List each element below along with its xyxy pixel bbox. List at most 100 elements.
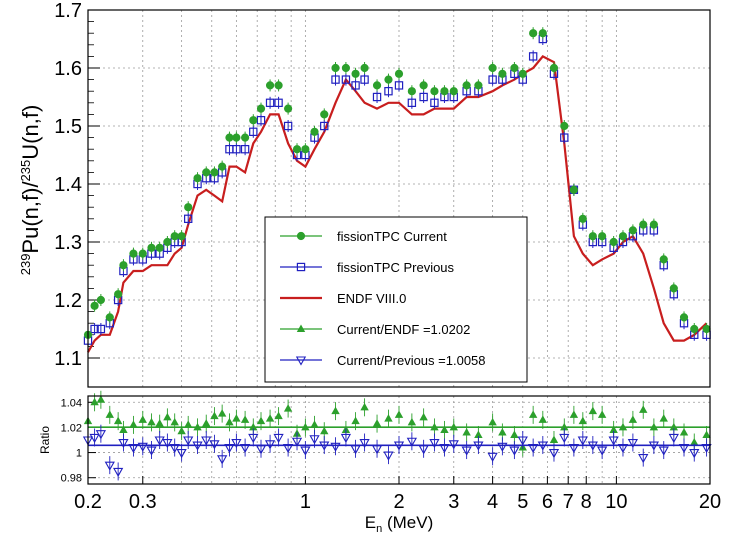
ratio-current-previous-point — [264, 440, 276, 450]
ratio-current-endf-point — [147, 417, 156, 426]
ratio-current-previous-point — [273, 433, 284, 444]
current-point — [598, 232, 607, 241]
ratio-current-endf-point — [628, 415, 638, 423]
ratio-y-tick-label: 1 — [76, 448, 82, 460]
ratio-current-endf-point — [155, 419, 164, 427]
ratio-current-endf-point — [138, 415, 147, 423]
ratio-current-previous-point — [587, 441, 598, 451]
ratio-current-endf-point — [679, 427, 689, 436]
legend-label: fissionTPC Previous — [337, 260, 455, 275]
current-point — [488, 63, 497, 73]
ratio-y-tick-label: 1.04 — [61, 397, 82, 409]
previous-point — [331, 75, 340, 84]
x-tick-label: 1 — [300, 491, 311, 513]
current-point — [360, 63, 369, 73]
ratio-current-endf-point — [474, 430, 483, 438]
current-point — [163, 237, 172, 247]
current-point — [529, 29, 538, 38]
current-point — [419, 81, 428, 90]
current-point — [274, 81, 283, 90]
current-point — [292, 145, 302, 154]
current-point — [184, 203, 193, 212]
y-tick-label: 1.5 — [54, 116, 82, 138]
current-point — [462, 81, 471, 90]
current-point — [129, 249, 138, 258]
main-data-layer — [83, 27, 711, 353]
legend-label: ENDF VIII.0 — [337, 291, 406, 306]
current-point — [155, 243, 164, 252]
current-point — [138, 249, 147, 258]
current-point — [202, 168, 211, 177]
ratio-current-endf-point — [560, 422, 569, 431]
ratio-current-endf-point — [360, 402, 369, 411]
current-point — [232, 133, 241, 142]
x-tick-label: 8 — [581, 491, 592, 513]
ratio-current-previous-point — [209, 440, 220, 450]
ratio-current-endf-point — [193, 422, 202, 431]
current-point — [284, 104, 293, 113]
main-y-ticks: 1.1 1.2 1.3 1.4 1.5 1.6 1.7 — [54, 0, 100, 370]
ratio-current-endf-point — [407, 417, 417, 426]
ratio-current-previous-point — [448, 440, 459, 450]
ratio-current-endf-point — [462, 427, 471, 436]
ratio-current-previous-point — [487, 452, 498, 462]
current-point — [241, 133, 250, 142]
y-tick-label: 1.7 — [54, 0, 82, 22]
ratio-current-endf-point — [351, 416, 360, 425]
ratio-current-previous-point — [577, 436, 588, 446]
ratio-y-tick-label: 1.02 — [61, 422, 82, 434]
ratio-current-endf-point — [498, 427, 507, 436]
y-tick-label: 1.2 — [54, 290, 82, 312]
ratio-current-endf-point — [163, 412, 172, 421]
previous-point — [249, 127, 258, 136]
previous-point — [407, 98, 417, 107]
ratio-current-previous-point — [192, 441, 203, 451]
ratio-current-previous-point — [559, 433, 570, 444]
current-point — [96, 295, 105, 305]
ratio-current-endf-point — [449, 422, 458, 431]
ratio-current-endf-point — [419, 412, 428, 421]
ratio-y-title: Ratio — [38, 426, 52, 454]
ratio-current-endf-point — [90, 397, 99, 406]
y-tick-label: 1.6 — [54, 58, 82, 80]
x-tick-label: 5 — [517, 491, 528, 513]
ratio-current-previous-point — [224, 443, 235, 454]
ratio-current-previous-point — [371, 445, 383, 455]
ratio-current-previous-point — [169, 443, 180, 454]
previous-point — [419, 92, 428, 102]
legend-label: Current/Previous =1.0058 — [337, 353, 486, 368]
ratio-current-endf-point — [549, 435, 559, 443]
x-tick-label: 4 — [487, 491, 498, 513]
ratio-current-previous-point — [473, 441, 484, 451]
x-tick-label: 6 — [542, 491, 553, 513]
y-tick-label: 1.1 — [54, 348, 82, 370]
current-point — [609, 237, 618, 247]
legend-marker — [296, 231, 306, 241]
previous-point — [232, 145, 241, 154]
ratio-current-endf-point — [690, 438, 699, 446]
ratio-current-endf-point — [609, 425, 618, 433]
ratio-current-endf-point — [283, 404, 293, 412]
current-point — [320, 110, 329, 119]
current-point — [669, 284, 678, 293]
current-point — [578, 214, 587, 223]
ratio-current-previous-point — [300, 446, 311, 456]
y-title-mid1: Pu(n,f)/ — [18, 181, 43, 254]
previous-point — [372, 92, 382, 102]
ratio-current-previous-point — [183, 436, 194, 446]
ratio-current-endf-point — [394, 410, 404, 418]
ratio-current-endf-point — [119, 425, 128, 433]
ratio-current-endf-point — [265, 414, 275, 422]
current-point — [351, 69, 360, 78]
previous-point — [240, 145, 250, 154]
current-point — [331, 63, 340, 73]
ratio-current-endf-point — [430, 422, 439, 431]
x-tick-label: 20 — [699, 491, 721, 513]
current-point — [449, 87, 458, 96]
ratio-current-endf-point — [538, 415, 548, 423]
ratio-current-previous-point — [497, 442, 508, 452]
current-point — [256, 104, 266, 113]
ratio-current-endf-point — [331, 406, 340, 415]
ratio-current-endf-point — [225, 417, 234, 426]
ratio-current-previous-point — [359, 438, 370, 449]
